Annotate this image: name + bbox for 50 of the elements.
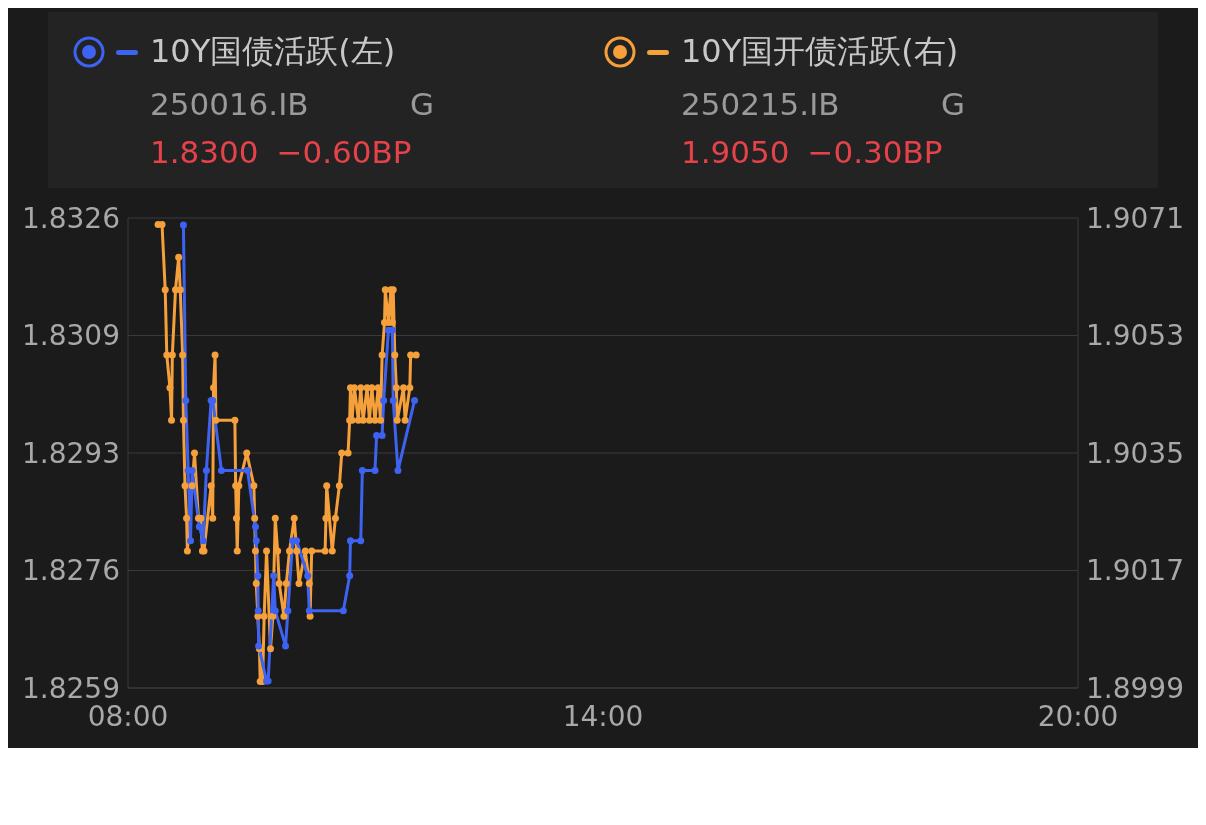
point: [293, 537, 301, 545]
legend-label: 10Y国开债活跃(右): [681, 31, 959, 72]
point: [346, 537, 354, 545]
text: 250215.IB: [681, 86, 841, 122]
point: [271, 607, 279, 615]
point: [284, 607, 292, 615]
text: 1.9050: [681, 134, 790, 170]
point: [305, 607, 313, 615]
x-tick-label: 14:00: [562, 699, 644, 733]
text: G: [941, 86, 966, 122]
y-tick-label: 1.8293: [22, 436, 120, 470]
point: [346, 572, 354, 580]
point: [244, 467, 252, 475]
point: [182, 396, 190, 404]
text: −0.30BP: [807, 134, 943, 170]
point: [254, 607, 262, 615]
y2-tick-label: 1.9017: [1086, 554, 1184, 588]
point: [282, 642, 290, 650]
y2-tick-label: 1.9071: [1086, 201, 1184, 235]
point: [187, 537, 195, 545]
point: [389, 396, 397, 404]
y-tick-label: 1.8309: [22, 319, 120, 353]
point: [270, 572, 278, 580]
y2-tick-label: 1.9053: [1086, 319, 1184, 353]
point: [179, 221, 187, 229]
y-tick-label: 1.8276: [22, 554, 120, 588]
point: [304, 572, 312, 580]
point: [254, 572, 262, 580]
point: [411, 396, 419, 404]
point: [252, 537, 260, 545]
point: [357, 537, 365, 545]
text: G: [410, 86, 435, 122]
point: [371, 467, 379, 475]
text: 250016.IB: [150, 86, 310, 122]
y-tick-label: 1.8326: [22, 201, 120, 235]
point: [195, 523, 203, 531]
legend-label: 10Y国债活跃(左): [150, 31, 396, 72]
point: [199, 537, 207, 545]
y2-tick-label: 1.9035: [1086, 436, 1184, 470]
point: [358, 467, 366, 475]
text: −0.60BP: [276, 134, 412, 170]
point: [339, 607, 347, 615]
point: [394, 467, 402, 475]
point: [378, 431, 386, 439]
point: [202, 467, 210, 475]
point: [373, 431, 381, 439]
text: 1.8300: [150, 134, 259, 170]
point: [251, 523, 259, 531]
point: [217, 467, 225, 475]
point: [380, 396, 388, 404]
